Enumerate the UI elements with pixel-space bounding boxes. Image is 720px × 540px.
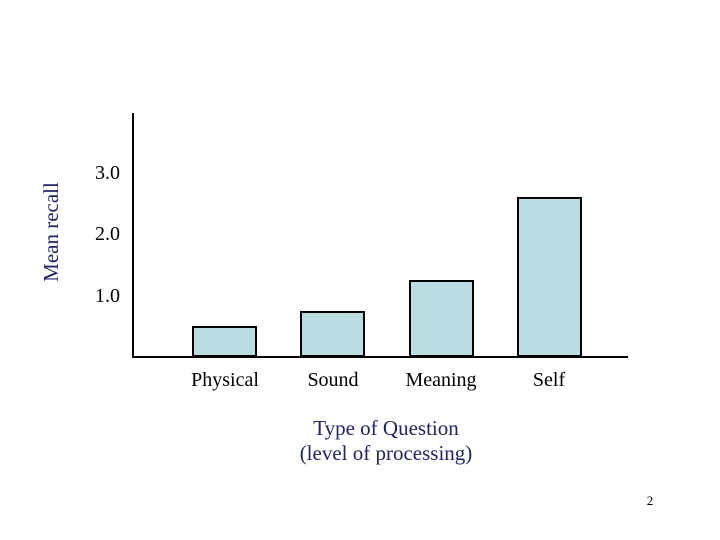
y-tick-label-2.0: 2.0: [95, 223, 120, 245]
bar-meaning: [409, 280, 474, 357]
y-tick-label-1.0: 1.0: [95, 284, 120, 307]
x-axis-title: Type of Question (level of processing): [236, 416, 536, 466]
y-axis-title: Mean recall: [39, 182, 63, 282]
x-axis-title-line1: Type of Question: [313, 416, 459, 440]
bar-physical: [192, 326, 257, 357]
category-label-sound: Sound: [307, 369, 359, 391]
bar-sound: [300, 311, 365, 357]
bar-self: [517, 197, 582, 357]
category-label-meaning: Meaning: [405, 369, 477, 391]
x-axis-line: [132, 356, 628, 358]
category-label-self: Self: [532, 369, 566, 391]
y-axis-line: [132, 113, 134, 358]
category-label-physical: Physical: [191, 369, 259, 391]
page-number: 2: [646, 493, 654, 508]
x-axis-title-line2: (level of processing): [299, 441, 473, 465]
y-tick-label-3.0: 3.0: [95, 161, 120, 184]
